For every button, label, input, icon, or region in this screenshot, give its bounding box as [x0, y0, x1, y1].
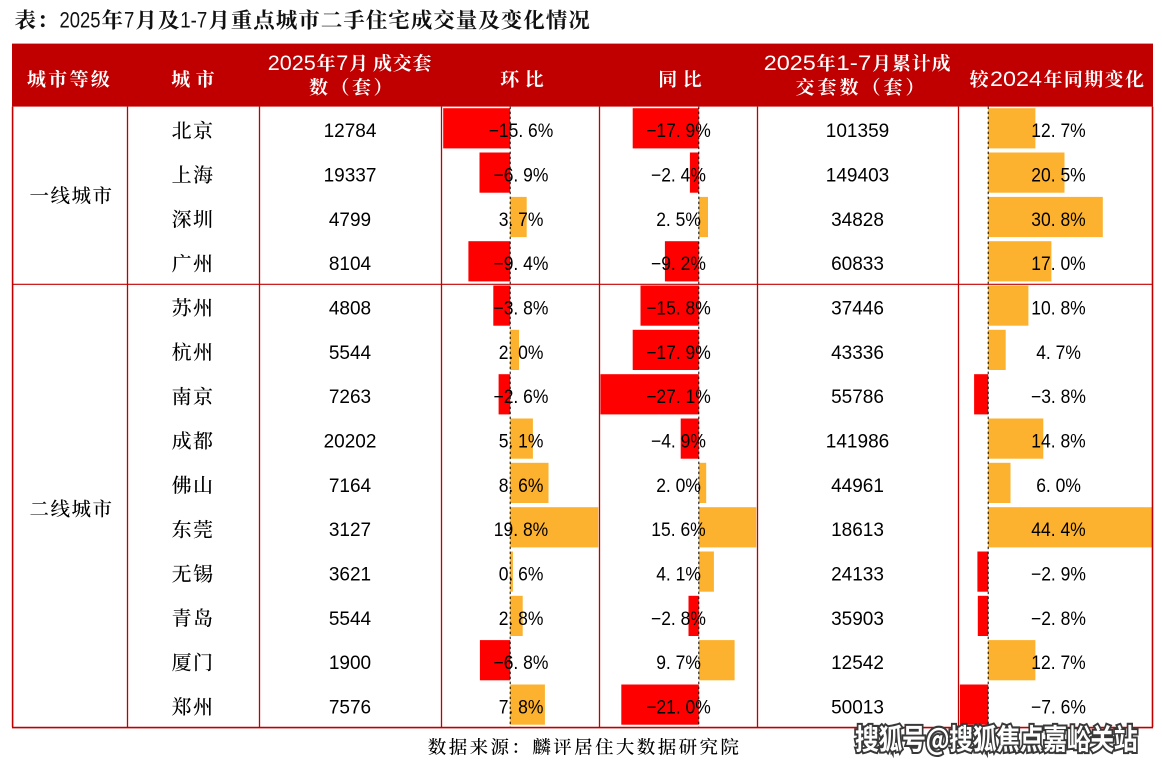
svg-text:3. 7%: 3. 7%: [499, 210, 544, 231]
svg-text:4808: 4808: [329, 299, 371, 320]
svg-text:−9. 4%: −9. 4%: [494, 254, 549, 275]
svg-text:60833: 60833: [831, 254, 884, 275]
svg-text:7: 7: [124, 8, 134, 33]
svg-text:−21. 0%: −21. 0%: [646, 698, 711, 719]
svg-text:7263: 7263: [329, 387, 371, 408]
svg-text:30. 8%: 30. 8%: [1031, 210, 1085, 231]
svg-text:−17. 9%: −17. 9%: [646, 121, 711, 142]
svg-text:17. 0%: 17. 0%: [1031, 254, 1085, 275]
svg-text:−3. 8%: −3. 8%: [494, 299, 549, 320]
svg-text:5544: 5544: [329, 343, 372, 364]
svg-text:4799: 4799: [329, 210, 371, 231]
svg-text:−15. 8%: −15. 8%: [646, 299, 711, 320]
svg-text:2. 0%: 2. 0%: [656, 476, 701, 497]
svg-text:7164: 7164: [329, 476, 372, 497]
svg-text:−2. 8%: −2. 8%: [651, 609, 706, 630]
svg-text:35903: 35903: [831, 609, 884, 630]
svg-text:1-7: 1-7: [836, 52, 871, 75]
svg-text:34828: 34828: [831, 210, 884, 231]
svg-text:5. 1%: 5. 1%: [499, 432, 544, 453]
svg-text:149403: 149403: [826, 166, 889, 187]
svg-text:7: 7: [336, 52, 348, 75]
svg-text:19. 8%: 19. 8%: [494, 520, 548, 541]
svg-text:44. 4%: 44. 4%: [1031, 520, 1085, 541]
svg-text:−2. 8%: −2. 8%: [1031, 609, 1086, 630]
svg-text:7576: 7576: [329, 698, 371, 719]
svg-text:2025: 2025: [764, 52, 816, 75]
svg-text:−2. 6%: −2. 6%: [494, 387, 549, 408]
svg-text:−2. 9%: −2. 9%: [1031, 565, 1086, 586]
svg-text:3621: 3621: [329, 565, 371, 586]
svg-text:1-7: 1-7: [180, 8, 207, 33]
svg-text:1900: 1900: [329, 653, 371, 674]
svg-text:12. 7%: 12. 7%: [1031, 653, 1085, 674]
svg-text:55786: 55786: [831, 387, 884, 408]
svg-text:20202: 20202: [324, 432, 377, 453]
svg-text:−2. 4%: −2. 4%: [651, 166, 706, 187]
svg-text:101359: 101359: [826, 121, 889, 142]
svg-text:19337: 19337: [324, 166, 377, 187]
svg-text:5544: 5544: [329, 609, 372, 630]
svg-text:−7. 6%: −7. 6%: [1031, 698, 1086, 719]
svg-text:7. 8%: 7. 8%: [499, 698, 544, 719]
svg-text:2. 8%: 2. 8%: [499, 609, 544, 630]
svg-text:−15. 6%: −15. 6%: [489, 121, 554, 142]
svg-text:15. 6%: 15. 6%: [651, 520, 705, 541]
svg-text:37446: 37446: [831, 299, 884, 320]
svg-text:4. 7%: 4. 7%: [1036, 343, 1081, 364]
svg-text:−6. 9%: −6. 9%: [494, 166, 549, 187]
svg-text:43336: 43336: [831, 343, 884, 364]
svg-text:20. 5%: 20. 5%: [1031, 166, 1085, 187]
svg-text:8. 6%: 8. 6%: [499, 476, 544, 497]
svg-text:12542: 12542: [831, 653, 884, 674]
svg-text:−9. 2%: −9. 2%: [651, 254, 706, 275]
svg-text:10. 8%: 10. 8%: [1031, 299, 1085, 320]
svg-text:2025: 2025: [268, 52, 316, 75]
svg-text:3127: 3127: [329, 520, 371, 541]
svg-text:141986: 141986: [826, 432, 889, 453]
svg-text:−4. 9%: −4. 9%: [651, 432, 706, 453]
svg-text:24133: 24133: [831, 565, 884, 586]
svg-text:2024: 2024: [990, 68, 1042, 91]
svg-text:−17. 9%: −17. 9%: [646, 343, 711, 364]
svg-text:−6. 8%: −6. 8%: [494, 653, 549, 674]
svg-text:2. 5%: 2. 5%: [656, 210, 701, 231]
svg-text:4. 1%: 4. 1%: [656, 565, 701, 586]
svg-text:44961: 44961: [831, 476, 884, 497]
svg-text:9. 7%: 9. 7%: [656, 653, 701, 674]
svg-text:6. 0%: 6. 0%: [1036, 476, 1081, 497]
svg-text:18613: 18613: [831, 520, 884, 541]
svg-text:14. 8%: 14. 8%: [1031, 432, 1085, 453]
svg-text:8104: 8104: [329, 254, 372, 275]
svg-text:2. 0%: 2. 0%: [499, 343, 544, 364]
svg-text:−3. 8%: −3. 8%: [1031, 387, 1086, 408]
svg-text:−27. 1%: −27. 1%: [646, 387, 711, 408]
svg-text:2025: 2025: [59, 8, 100, 33]
svg-text:0. 6%: 0. 6%: [499, 565, 544, 586]
svg-text:50013: 50013: [831, 698, 884, 719]
svg-text:12784: 12784: [324, 121, 377, 142]
svg-text:12. 7%: 12. 7%: [1031, 121, 1085, 142]
